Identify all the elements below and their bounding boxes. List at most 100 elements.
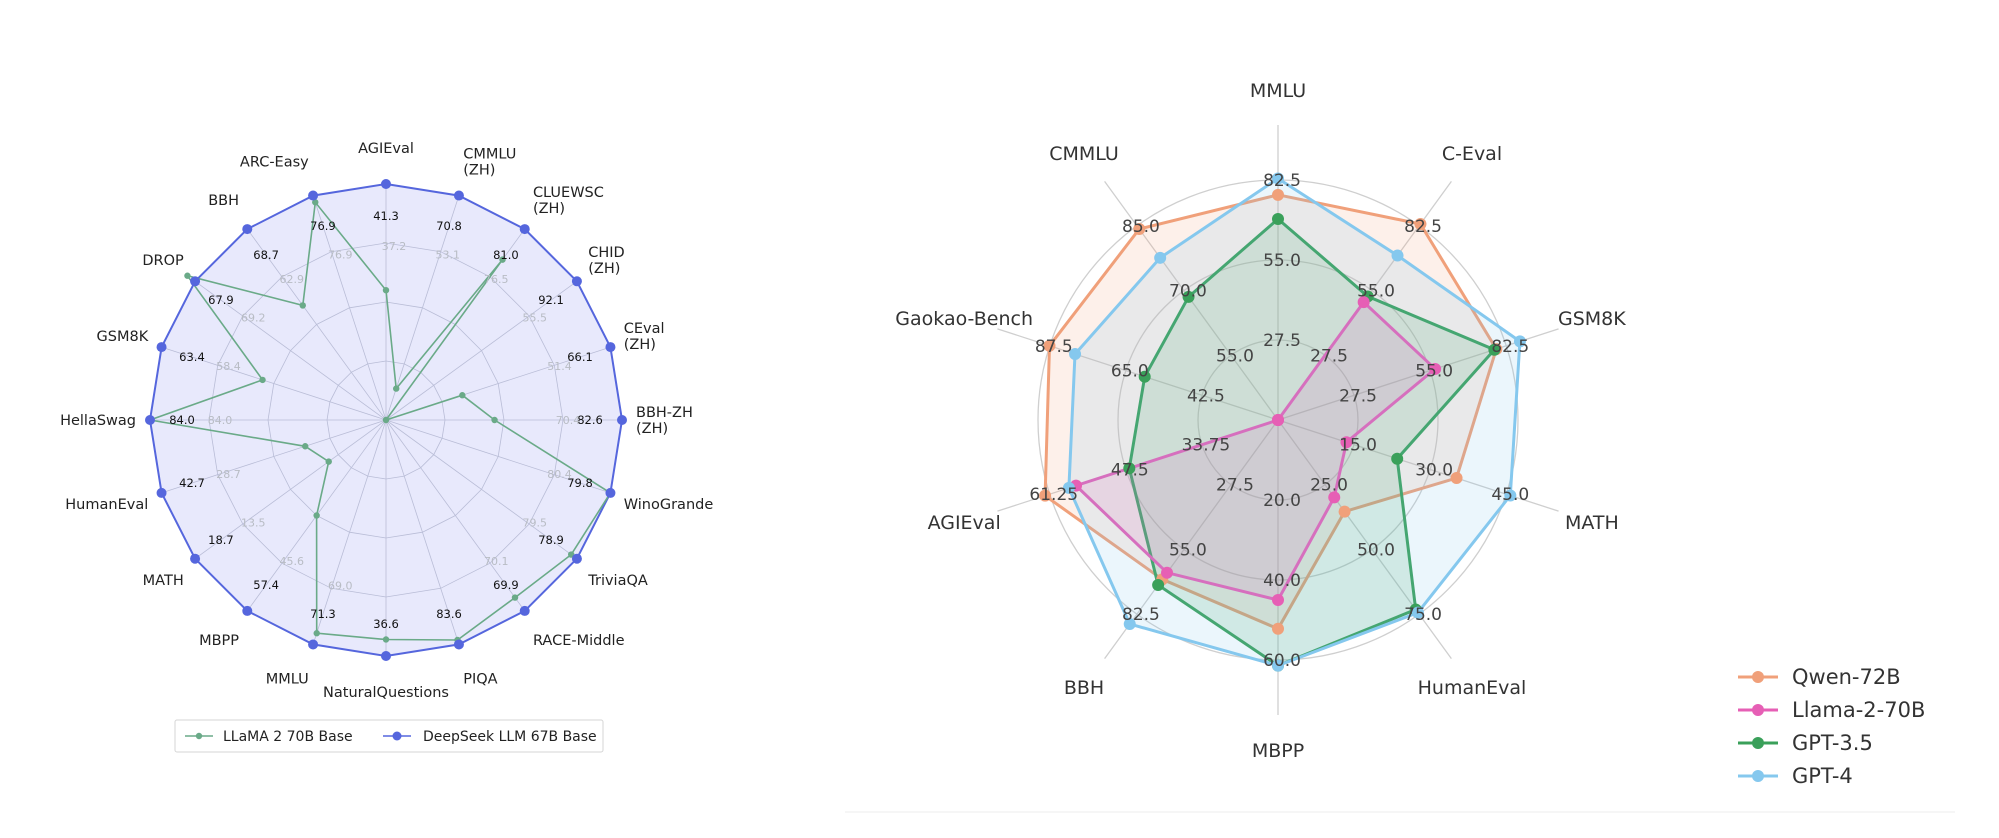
deepseek-value-label: 42.7 [179,476,205,490]
series-deepseek-point [519,605,530,616]
right-axis-label: MBPP [1252,740,1304,762]
series-llama-point [499,256,506,263]
legend-swatch-marker [1752,770,1764,782]
series-llama-point [393,385,400,392]
deepseek-value-label: 68.7 [253,248,279,262]
right-tick-label: 82.5 [1122,605,1160,625]
left-axis-label: WinoGrande [624,497,714,513]
series-deepseek-point [453,190,464,201]
series-deepseek-point [308,190,319,201]
series-deepseek-point [145,415,155,425]
left-axis-label: ARC-Easy [240,154,309,170]
right-tick-label: 75.0 [1404,605,1442,625]
left-axis-label: MMLU [266,672,309,688]
series-qwen-72b-point [1414,217,1427,230]
left-spoke [385,419,526,612]
left-spoke [161,346,387,421]
series-qwen-72b-point [1338,505,1351,518]
right-axis-label: HumanEval [1418,677,1527,699]
left-spoke [194,280,387,421]
series-llama-point [259,376,266,384]
series-deepseek-point [453,639,464,650]
deepseek-value-label: 84.0 [169,413,195,427]
right-axis-label: C-Eval [1442,143,1502,165]
series-deepseek-point [381,651,391,661]
llama-value-label: 80.4 [547,468,572,481]
right-tick-label: 27.5 [1339,386,1377,406]
series-llama-point [299,302,306,309]
series-llama-point [511,594,519,601]
right-tick-label: 65.0 [1111,362,1149,382]
series-deepseek-point [617,415,627,425]
llama-value-label: 70.1 [484,555,509,568]
right-tick-label: 61.25 [1029,485,1078,505]
series-qwen-72b-point [1272,622,1284,635]
series-llama-2-70b-point [1161,566,1174,579]
legend-series-label: GPT-4 [1792,764,1853,788]
left-axis-label: CMMLU (ZH) [463,146,516,178]
series-deepseek-point [190,553,201,564]
series-deepseek-point [605,342,616,353]
deepseek-value-label: 79.8 [567,476,593,490]
deepseek-value-label: 67.9 [208,293,234,307]
right-legend: Qwen-72B Llama-2-70B GPT-3.5 GPT-4 [1738,665,1925,788]
deepseek-value-label: 41.3 [373,209,399,223]
series-llama-point [301,443,309,450]
series-qwen-72b-point [1039,489,1052,502]
series-deepseek-point [571,276,582,287]
left-axis-label: NaturalQuestions [323,685,449,701]
left-axis-label: MATH [143,573,184,589]
series-gpt-3-5-point [1123,462,1136,475]
legend-swatch-marker [1752,704,1764,716]
left-spoke [385,419,578,560]
series-llama-2-70b-point [1357,296,1370,309]
left-axis-label: GSM8K [97,329,149,345]
deepseek-value-label: 83.6 [436,607,462,621]
right-tick-label: 70.0 [1169,282,1207,302]
series-qwen-72b-point [1043,339,1056,352]
right-tick-label: 55.0 [1216,346,1254,366]
llama-value-label: 45.6 [279,555,304,568]
left-axis-label: DROP [142,253,184,269]
right-axis-label: AGIEval [928,512,1001,534]
left-axis-label: AGIEval [358,141,414,157]
right-tick-label: 60.0 [1263,651,1301,671]
left-axis-label: PIQA [463,672,497,688]
deepseek-value-label: 69.9 [493,578,519,592]
right-tick-label: 42.5 [1187,386,1225,406]
left-axis-label: BBH-ZH (ZH) [636,405,693,437]
legend-series-label: GPT-3.5 [1792,731,1873,755]
series-llama-point [382,287,390,294]
left-axis-label: HellaSwag [60,413,136,429]
right-tick-label: 82.5 [1263,171,1301,191]
right-tick-label: 87.5 [1035,337,1073,357]
right-tick-label: 30.0 [1415,460,1453,480]
legend-series-label: Llama-2-70B [1792,698,1925,722]
series-deepseek-point [571,553,582,564]
right-tick-label: 15.0 [1339,436,1377,456]
llama-value-label: 84.0 [208,414,233,427]
series-gpt-4-point [1272,659,1284,672]
right-tick-label: 47.5 [1111,460,1149,480]
series-llama-2-70b-point [1272,414,1284,426]
left-spoke [312,195,387,421]
series-deepseek-point [242,605,253,616]
series-deepseek-point [190,276,201,287]
deepseek-value-label: 76.9 [310,219,336,233]
deepseek-value-label: 71.3 [310,607,336,621]
series-llama-point [313,630,320,637]
right-spoke [1104,419,1279,660]
llama-value-label: 58.4 [216,360,241,373]
right-axis-label: Gaokao-Bench [895,308,1033,330]
series-gpt-3-5-point [1182,290,1195,303]
deepseek-value-label: 18.7 [208,533,234,547]
left-axis-label: CLUEWSC (ZH) [533,185,604,217]
right-tick-label: 85.0 [1122,217,1160,237]
right-tick-label: 55.0 [1169,540,1207,560]
legend-deepseek-marker [392,731,402,741]
left-axis-label: CEval (ZH) [624,321,665,353]
right-axis-label: MMLU [1250,80,1306,102]
series-gpt-4-point [1513,335,1526,348]
llama-value-label: 13.5 [241,516,266,529]
